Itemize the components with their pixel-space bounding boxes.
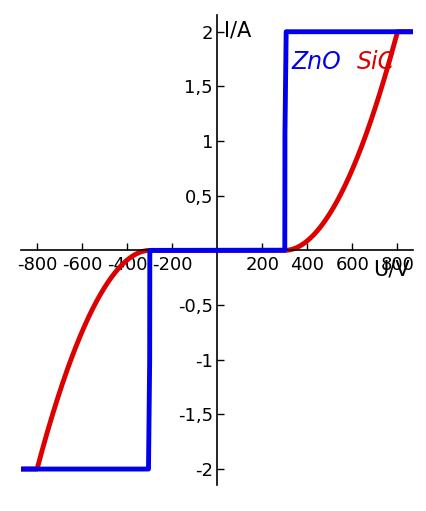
Text: I/A: I/A: [224, 20, 251, 40]
Text: ZnO: ZnO: [291, 51, 341, 74]
Text: SiC: SiC: [357, 51, 395, 74]
Text: U/V: U/V: [373, 259, 409, 279]
